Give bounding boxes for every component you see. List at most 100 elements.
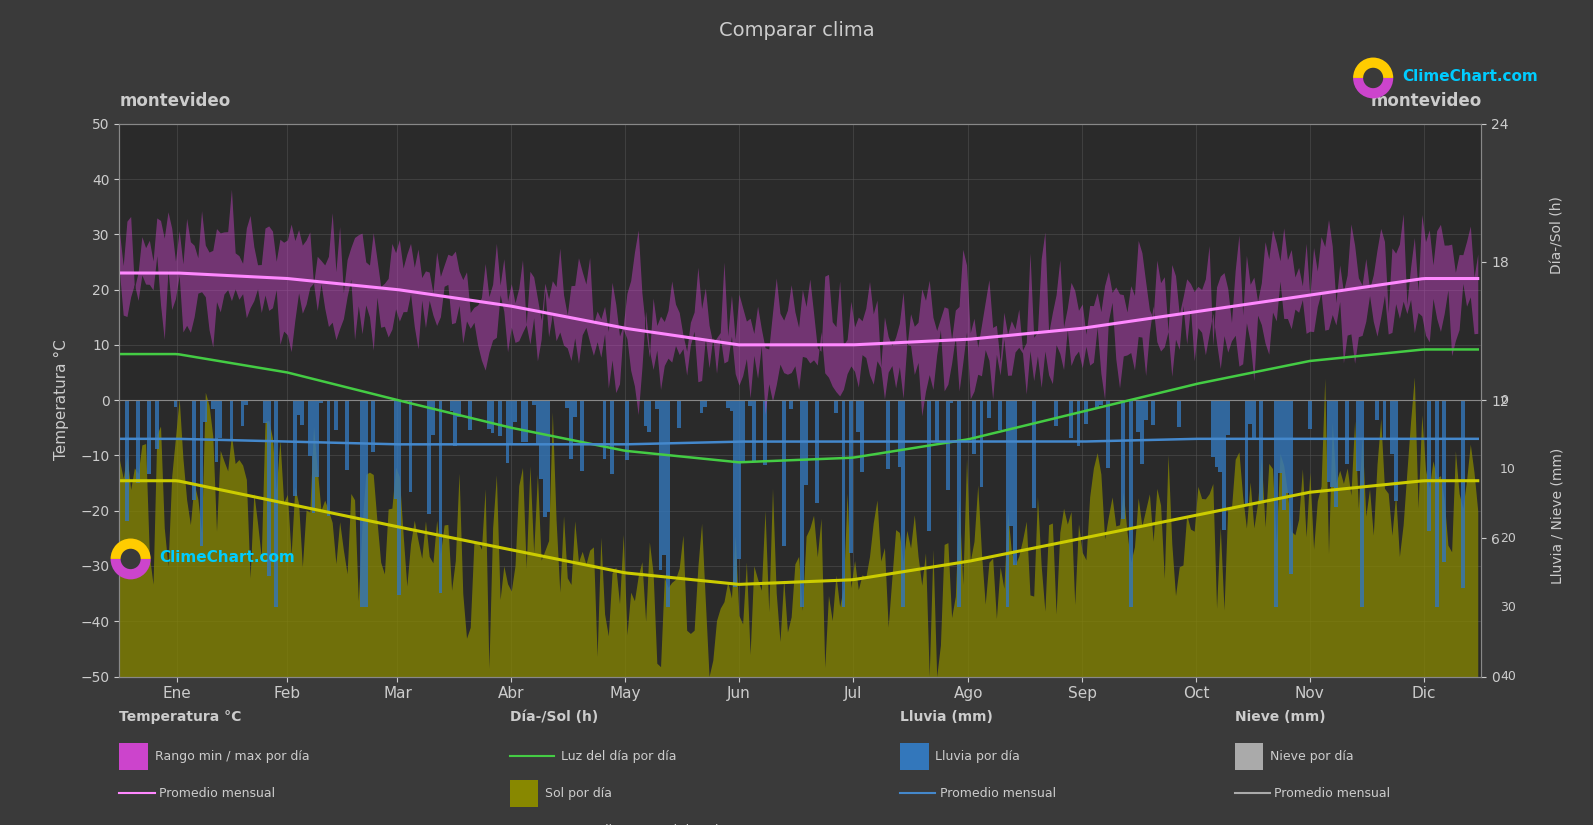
Bar [427, 400, 432, 514]
Bar [1286, 400, 1289, 493]
Text: Nieve por día: Nieve por día [1270, 750, 1352, 763]
Bar [789, 400, 793, 408]
Bar [1278, 400, 1282, 473]
Bar [346, 400, 349, 470]
Bar [137, 400, 140, 483]
Bar [543, 400, 546, 517]
Text: Nieve (mm): Nieve (mm) [1235, 710, 1325, 724]
Bar [1330, 400, 1333, 487]
Text: Día-/Sol (h): Día-/Sol (h) [1552, 196, 1564, 274]
Bar [468, 400, 472, 430]
Bar [241, 400, 244, 427]
Bar [1069, 400, 1074, 438]
Bar [312, 400, 315, 513]
Bar [335, 400, 338, 430]
Bar [1013, 400, 1016, 565]
Bar [763, 400, 766, 464]
Bar [409, 400, 413, 493]
Bar [432, 400, 435, 435]
Text: ClimeChart.com: ClimeChart.com [1402, 69, 1537, 84]
Bar [315, 400, 319, 477]
Text: ClimeChart.com: ClimeChart.com [159, 550, 295, 565]
Bar [244, 400, 249, 405]
Bar [946, 400, 949, 490]
Bar [499, 400, 502, 436]
Text: 20: 20 [1501, 532, 1517, 544]
Bar [487, 400, 491, 429]
Bar [204, 400, 207, 422]
Bar [532, 400, 535, 405]
Bar [569, 400, 573, 459]
Bar [215, 400, 218, 462]
Text: Sol por día: Sol por día [545, 787, 612, 799]
Bar [524, 400, 529, 442]
Bar [199, 400, 204, 545]
Bar [610, 400, 613, 474]
Bar [1333, 400, 1338, 507]
Bar [1227, 400, 1230, 436]
Bar [644, 400, 647, 426]
Bar [1032, 400, 1035, 508]
Text: Temperatura °C: Temperatura °C [119, 710, 242, 724]
Bar [677, 400, 682, 427]
Bar [666, 400, 671, 607]
Bar [1461, 400, 1464, 588]
Bar [513, 400, 516, 422]
Bar [849, 400, 852, 554]
Bar [1107, 400, 1110, 469]
Bar [491, 400, 494, 433]
Bar [1282, 400, 1286, 510]
Bar [1344, 400, 1349, 464]
Bar [505, 400, 510, 463]
Bar [327, 400, 330, 516]
Text: Día-/Sol (h): Día-/Sol (h) [510, 710, 597, 724]
Bar [1244, 400, 1249, 505]
Bar [1077, 400, 1080, 446]
Bar [886, 400, 890, 469]
Bar [398, 400, 401, 596]
Bar [1327, 400, 1330, 482]
Bar [841, 400, 846, 607]
Bar [704, 400, 707, 408]
Bar [510, 400, 513, 446]
Bar [1055, 400, 1058, 427]
Wedge shape [110, 559, 151, 579]
Bar [580, 400, 585, 471]
Bar [1435, 400, 1438, 607]
Bar [857, 400, 860, 432]
Bar [1394, 400, 1397, 501]
Bar [972, 400, 977, 454]
Bar [274, 400, 279, 607]
Bar [860, 400, 863, 472]
Bar [1357, 400, 1360, 471]
Bar [900, 743, 929, 770]
Bar [363, 400, 368, 607]
Bar [1222, 400, 1227, 530]
Wedge shape [1352, 58, 1394, 78]
Bar [1260, 400, 1263, 502]
Bar [293, 400, 296, 497]
Bar [454, 400, 457, 446]
Bar [510, 780, 538, 807]
Bar [897, 400, 902, 467]
Bar [457, 400, 460, 417]
Bar [655, 400, 658, 409]
Bar [1360, 400, 1364, 607]
Bar [949, 400, 954, 403]
Bar [1274, 400, 1278, 607]
Bar [174, 400, 177, 407]
Text: Lluvia por día: Lluvia por día [935, 750, 1020, 763]
Bar [1085, 400, 1088, 425]
Text: 30: 30 [1501, 601, 1517, 614]
Bar [1308, 400, 1311, 429]
Text: Promedio mensual: Promedio mensual [940, 787, 1056, 799]
Text: Luz del día por día: Luz del día por día [561, 750, 677, 763]
Bar [733, 400, 738, 587]
Bar [726, 400, 730, 408]
Bar [1096, 400, 1099, 408]
Bar [1235, 743, 1263, 770]
Bar [301, 400, 304, 425]
Bar [1141, 400, 1144, 464]
Bar [1211, 400, 1215, 457]
Bar [566, 400, 569, 408]
